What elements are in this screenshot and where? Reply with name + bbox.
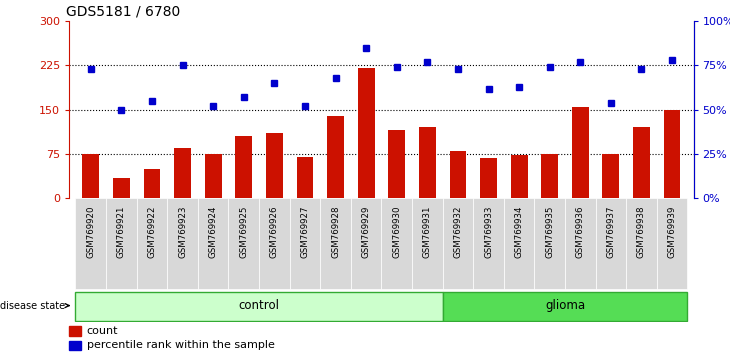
Text: count: count <box>87 326 118 336</box>
Bar <box>144 169 161 198</box>
Text: GSM769936: GSM769936 <box>576 205 585 258</box>
FancyBboxPatch shape <box>351 198 381 289</box>
Text: GSM769937: GSM769937 <box>607 205 615 258</box>
FancyBboxPatch shape <box>228 198 259 289</box>
Text: GSM769923: GSM769923 <box>178 205 187 258</box>
FancyBboxPatch shape <box>137 198 167 289</box>
Bar <box>511 155 528 198</box>
Bar <box>174 148 191 198</box>
FancyBboxPatch shape <box>198 198 228 289</box>
Text: GSM769934: GSM769934 <box>515 205 523 258</box>
Bar <box>204 154 222 198</box>
Bar <box>69 326 80 336</box>
Text: disease state: disease state <box>0 301 69 310</box>
FancyBboxPatch shape <box>412 198 442 289</box>
FancyBboxPatch shape <box>259 198 290 289</box>
Text: GSM769926: GSM769926 <box>270 205 279 258</box>
Text: glioma: glioma <box>545 299 585 312</box>
FancyBboxPatch shape <box>75 198 106 289</box>
FancyBboxPatch shape <box>626 198 657 289</box>
FancyBboxPatch shape <box>442 198 473 289</box>
Text: GSM769924: GSM769924 <box>209 205 218 258</box>
Bar <box>82 154 99 198</box>
FancyBboxPatch shape <box>290 198 320 289</box>
FancyBboxPatch shape <box>565 198 596 289</box>
Text: GSM769929: GSM769929 <box>361 205 371 258</box>
Bar <box>358 68 374 198</box>
FancyBboxPatch shape <box>320 198 351 289</box>
FancyBboxPatch shape <box>381 198 412 289</box>
Text: GSM769922: GSM769922 <box>147 205 156 258</box>
Text: GSM769932: GSM769932 <box>453 205 462 258</box>
Bar <box>602 154 619 198</box>
Text: GSM769927: GSM769927 <box>301 205 310 258</box>
Text: GSM769921: GSM769921 <box>117 205 126 258</box>
Bar <box>296 157 313 198</box>
Text: GSM769933: GSM769933 <box>484 205 493 258</box>
FancyBboxPatch shape <box>657 198 688 289</box>
Bar <box>572 107 588 198</box>
Text: GSM769939: GSM769939 <box>667 205 677 258</box>
FancyBboxPatch shape <box>534 198 565 289</box>
Text: GDS5181 / 6780: GDS5181 / 6780 <box>66 5 180 19</box>
Bar <box>480 158 497 198</box>
Bar <box>235 136 252 198</box>
Text: GSM769931: GSM769931 <box>423 205 432 258</box>
Text: GSM769935: GSM769935 <box>545 205 554 258</box>
Bar <box>266 133 283 198</box>
FancyBboxPatch shape <box>473 198 504 289</box>
FancyBboxPatch shape <box>596 198 626 289</box>
Text: GSM769930: GSM769930 <box>392 205 402 258</box>
Text: GSM769920: GSM769920 <box>86 205 96 258</box>
Bar <box>450 151 466 198</box>
FancyBboxPatch shape <box>106 198 137 289</box>
Text: GSM769928: GSM769928 <box>331 205 340 258</box>
Bar <box>113 178 130 198</box>
Text: GSM769938: GSM769938 <box>637 205 646 258</box>
FancyBboxPatch shape <box>504 198 534 289</box>
FancyBboxPatch shape <box>442 292 688 321</box>
Text: GSM769925: GSM769925 <box>239 205 248 258</box>
Bar <box>388 130 405 198</box>
Bar <box>664 110 680 198</box>
Bar <box>69 341 80 350</box>
Text: percentile rank within the sample: percentile rank within the sample <box>87 341 274 350</box>
Bar <box>327 116 344 198</box>
FancyBboxPatch shape <box>167 198 198 289</box>
Bar <box>541 154 558 198</box>
Text: control: control <box>239 299 280 312</box>
Bar <box>419 127 436 198</box>
Bar <box>633 127 650 198</box>
FancyBboxPatch shape <box>75 292 442 321</box>
